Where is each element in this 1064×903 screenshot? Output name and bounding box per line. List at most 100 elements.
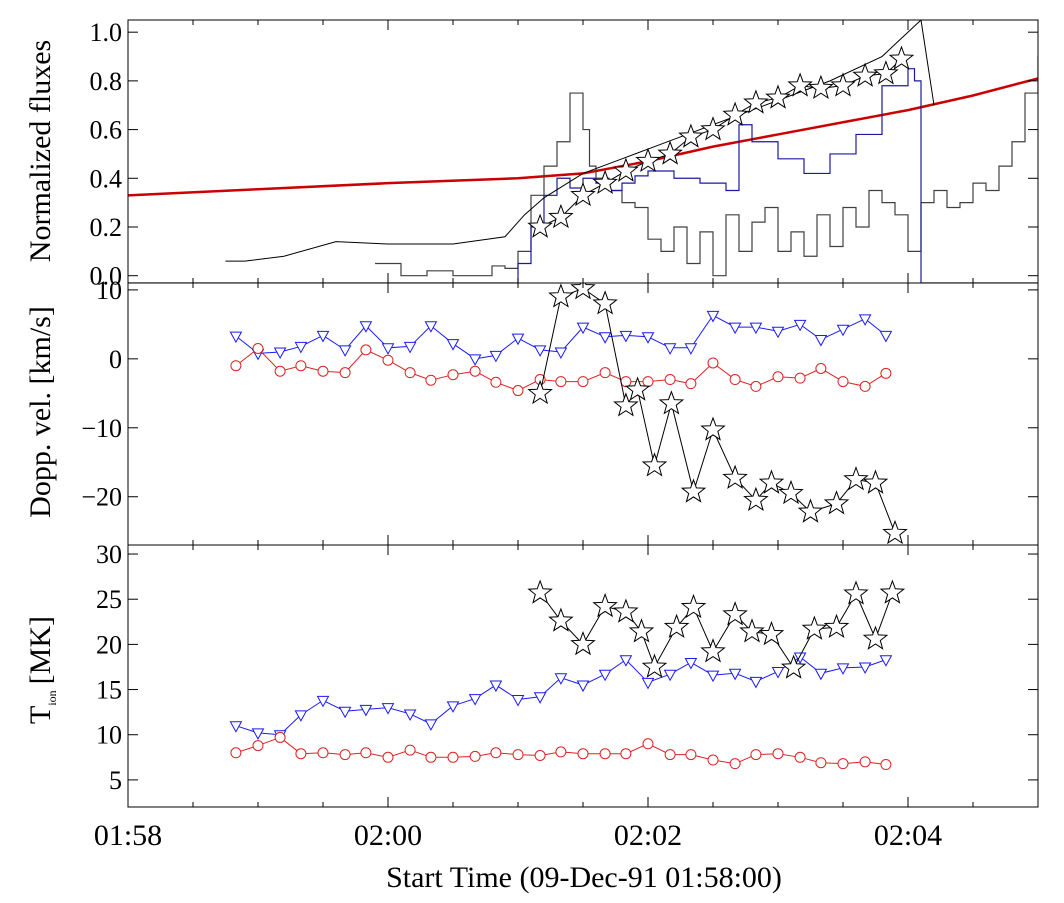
temperature-series-stars-star-marker xyxy=(641,653,668,678)
temperature-series-blue-triangles-triangle-marker xyxy=(598,669,612,682)
temperature-series-stars-star-marker xyxy=(548,607,574,632)
y-tick-label: 1.0 xyxy=(90,18,123,47)
doppler-series-blue-triangles-triangle-marker xyxy=(468,354,482,366)
doppler-series-stars-star-marker xyxy=(641,452,668,477)
temperature-series-red-circles-circle-marker xyxy=(880,759,892,771)
doppler-series-stars-star-marker xyxy=(658,390,685,415)
doppler-series-blue-triangles-triangle-marker xyxy=(381,343,395,355)
fluxes-series-stars-star-marker xyxy=(678,123,704,148)
doppler-series-stars-star-marker xyxy=(743,486,769,512)
temperature-series-stars-star-marker xyxy=(663,613,690,639)
doppler-series-blue-triangles-triangle-marker xyxy=(619,330,633,343)
temperature-series-blue-triangles-triangle-marker xyxy=(879,655,893,667)
panel-fluxes-ticks: 0.0 0.2 0.4 0.6 0.8 1.0 xyxy=(90,18,1039,291)
panel-temperature-plot xyxy=(229,579,906,771)
doppler-series-stars-star-marker xyxy=(862,469,889,494)
temperature-series-red-circles-circle-marker xyxy=(512,749,524,761)
fluxes-series-stars-star-marker xyxy=(700,116,726,141)
doppler-series-blue-triangles-triangle-marker xyxy=(814,335,828,347)
y-tick-label: 0.6 xyxy=(90,116,123,145)
temperature-series-red-circles-circle-marker xyxy=(577,748,589,760)
doppler-series-blue-triangles-triangle-marker xyxy=(489,350,503,363)
x-axis-label: Start Time (09-Dec-91 01:58:00) xyxy=(386,861,782,894)
y-tick-label: 0 xyxy=(109,345,122,374)
temperature-series-blue-triangles-triangle-marker xyxy=(684,657,698,670)
temperature-series-blue-triangles-triangle-marker xyxy=(424,719,438,731)
temperature-series-blue-triangles-triangle-marker xyxy=(858,662,872,675)
panel-temperature-ylabel-unit: [MK] xyxy=(24,616,57,684)
doppler-series-blue-triangles-triangle-marker xyxy=(533,345,547,357)
temperature-series-red-circles-circle-marker xyxy=(794,751,806,763)
doppler-series-blue-triangles-triangle-marker xyxy=(403,341,417,354)
doppler-series-stars-star-marker xyxy=(548,283,574,308)
temperature-series-blue-triangles-triangle-marker xyxy=(663,669,677,682)
doppler-series-red-circles-circle-marker xyxy=(317,365,329,377)
doppler-series-stars-star-marker xyxy=(758,469,785,494)
temperature-series-blue-triangles-triangle-marker xyxy=(554,673,568,685)
panel-temperature-ylabel-sub: ion xyxy=(45,690,59,705)
doppler-series-blue-triangles-triangle-marker xyxy=(294,341,308,354)
temperature-series-red-circles-circle-marker xyxy=(295,748,307,760)
doppler-series-blue-triangles-triangle-marker xyxy=(728,322,742,335)
temperature-series-blue-triangles-triangle-marker xyxy=(446,701,460,713)
panel-fluxes: 0.0 0.2 0.4 0.6 0.8 1.0 Normalized fluxes xyxy=(24,18,1039,291)
temperature-series-blue-triangles-triangle-marker xyxy=(576,680,590,693)
temperature-series-red-circles-circle-marker xyxy=(837,758,849,770)
doppler-series-red-circles-circle-marker xyxy=(274,365,286,377)
temperature-series-red-circles-circle-marker xyxy=(425,751,437,763)
doppler-series-blue-triangles-triangle-marker xyxy=(273,347,287,359)
doppler-series-red-circles-circle-marker xyxy=(555,376,567,388)
doppler-series-red-circles-circle-marker xyxy=(880,367,892,379)
y-tick-label: 30 xyxy=(96,540,122,569)
panel-fluxes-plot xyxy=(128,20,1038,283)
temperature-series-stars-star-marker xyxy=(613,598,639,623)
y-tick-label: −10 xyxy=(81,414,122,443)
temperature-series-blue-triangles-triangle-marker xyxy=(489,680,503,693)
doppler-series-blue-triangles-triangle-marker xyxy=(554,347,568,359)
doppler-series-red-circles-circle-marker xyxy=(837,376,849,388)
temperature-series-stars-star-marker xyxy=(722,601,748,626)
doppler-series-stars-star-marker xyxy=(700,416,726,441)
doppler-series-blue-triangles-triangle-marker xyxy=(511,333,525,346)
doppler-series-red-circles-circle-marker xyxy=(729,374,741,386)
temperature-series-stars-star-marker xyxy=(780,654,807,679)
x-tick-label: 02:00 xyxy=(354,819,422,852)
doppler-series-stars-star-marker xyxy=(613,392,639,417)
temperature-series-red-circles-circle-marker xyxy=(360,747,372,759)
doppler-series-red-circles-circle-marker xyxy=(404,367,416,379)
fluxes-series-stars-star-marker xyxy=(592,169,618,195)
temperature-series-red-circles-circle-marker xyxy=(772,748,784,760)
temperature-series-blue-triangles-triangle-marker xyxy=(403,709,417,721)
doppler-series-red-circles-circle-marker xyxy=(295,360,307,372)
doppler-series-stars-star-marker xyxy=(624,376,651,401)
doppler-series-blue-triangles-triangle-marker xyxy=(598,332,612,344)
fluxes-series-red-smooth-flux-line xyxy=(128,77,1038,197)
x-tick-labels: 01:58 02:00 02:02 02:04 xyxy=(94,819,942,852)
y-tick-label: 0.8 xyxy=(90,67,123,96)
temperature-series-blue-triangles-triangle-marker xyxy=(468,694,482,706)
y-tick-label: 0.0 xyxy=(90,262,123,291)
temperature-series-red-circles-circle-marker xyxy=(620,748,632,760)
doppler-series-blue-triangles-triangle-marker xyxy=(359,321,373,333)
temperature-series-red-circles-circle-marker xyxy=(859,756,871,768)
y-tick-label: 25 xyxy=(96,585,122,614)
panel-doppler-ylabel: Dopp. vel. [km/s] xyxy=(24,306,57,518)
doppler-series-blue-triangles-triangle-marker xyxy=(641,332,655,344)
doppler-series-blue-triangles-triangle-marker xyxy=(684,343,698,355)
temperature-series-red-circles-circle-marker xyxy=(339,749,351,761)
fluxes-series-stars-star-marker xyxy=(743,89,769,114)
temperature-series-red-circles-circle-marker xyxy=(815,757,827,769)
temperature-series-red-circles-circle-marker xyxy=(642,738,654,750)
y-tick-label: 20 xyxy=(96,630,122,659)
temperature-series-stars-star-marker xyxy=(862,625,889,650)
fluxes-series-stars-star-marker xyxy=(808,74,834,100)
fluxes-series-stars-star-marker xyxy=(548,203,574,229)
doppler-series-blue-triangles-triangle-marker xyxy=(836,324,850,337)
fluxes-series-stars-star-marker xyxy=(613,157,639,182)
doppler-series-stars-star-marker xyxy=(843,466,869,491)
temperature-series-blue-triangles-triangle-marker xyxy=(771,666,785,679)
y-tick-label: 0.4 xyxy=(90,164,123,193)
doppler-series-red-circles-circle-marker xyxy=(620,376,632,388)
x-tick-label: 02:04 xyxy=(874,819,942,852)
